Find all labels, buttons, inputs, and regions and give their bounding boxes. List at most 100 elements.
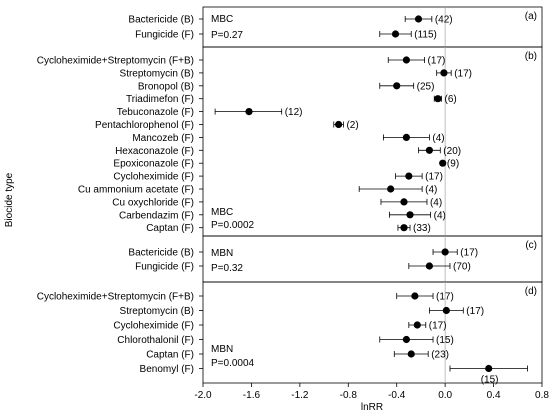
sample-size-label: (17) [460,248,478,259]
data-row: Hexaconazole (F) (20) [115,146,461,157]
panel-tag: (b) [525,51,537,62]
panel-tag: (d) [525,286,537,297]
x-tick-label: 0.0 [438,390,452,401]
y-axis-title: Biocide type [4,172,15,227]
data-row: Mancozeb (F) (4) [132,133,444,144]
mean-point [387,185,395,193]
category-label: Epoxiconazole (F) [113,159,194,170]
panel-b: (b) MBC P=0.0002 Cycloheximide+Streptomycin… [37,46,543,237]
data-row: Tebuconazole (F) (12) [117,107,303,118]
sample-size-label: (17) [436,292,454,303]
sample-size-label: (17) [428,56,446,67]
category-label: Carbendazim (F) [119,210,194,221]
sample-size-label: (4) [425,185,437,196]
category-label: Fungicide (F) [135,262,194,273]
mean-point [441,248,449,256]
panel-a: (a) MBC P=0.27 Bactericide (B) (42) Fungicide… [128,6,543,48]
category-label: Cycloheximide+Streptomycin (F+B) [37,56,194,67]
data-row: Benomyl (F) (15) [140,364,528,386]
category-label: Cycloheximide+Streptomycin (F+B) [37,292,194,303]
mean-point [485,364,493,373]
panels: (a) MBC P=0.27 Bactericide (B) (42) Fungicide… [37,6,543,386]
mean-point [407,350,415,358]
sample-size-label: (42) [435,15,453,26]
sample-size-label: (17) [466,306,484,317]
category-label: Chlorothalonil (F) [117,335,194,346]
category-label: Bactericide (B) [128,248,194,259]
panel-p-value: P=0.0004 [211,358,255,369]
category-label: Triadimefon (F) [126,94,194,105]
sample-size-label: (115) [414,30,437,41]
data-row: Captan (F) (23) [146,350,449,361]
data-row: Pentachlorophenol (F) (2) [95,120,359,131]
panel-metric-label: MBC [211,207,233,218]
panel-frame [202,235,543,283]
x-tick-label: -2.0 [194,390,212,401]
sample-size-label: (17) [425,172,443,183]
mean-point [405,172,413,180]
category-label: Streptomycin (B) [120,68,194,79]
sample-size-label: (4) [434,210,446,221]
x-tick-label: -1.2 [291,390,309,401]
panel-metric-label: MBN [211,248,233,259]
data-row: Streptomycin (B) (17) [120,68,472,79]
sample-size-label: (20) [443,146,461,157]
data-row: Cu ammonium acetate (F) (4) [78,185,438,196]
x-tick-label: -0.4 [388,390,406,401]
mean-point [413,321,421,329]
mean-point [391,30,400,38]
data-row: Cu oxychloride (F) (4) [112,197,442,208]
mean-point [402,335,410,344]
category-label: Captan (F) [146,223,194,234]
category-label: Streptomycin (B) [120,306,194,317]
x-axis: -2.0 -1.6 -1.2 -0.8 -0.4 0.0 0.4 0.8 [194,383,549,401]
x-axis-title: lnRR [361,402,383,413]
category-label: Cu oxychloride (F) [112,197,194,208]
panel-metric-label: MBC [211,14,233,25]
mean-point [402,56,410,64]
mean-point [439,159,447,167]
mean-point [440,69,448,77]
category-label: Fungicide (F) [135,30,194,41]
mean-point [393,82,401,90]
data-row: Triadimefon (F) (6) [126,94,457,105]
sample-size-label: (4) [432,133,444,144]
x-tick-label: 0.8 [535,390,549,401]
x-tick-label: -1.6 [243,390,261,401]
category-label: Cycloheximide (F) [113,172,194,183]
sample-size-label: (9) [447,159,459,170]
x-tick-label: -0.8 [340,390,358,401]
sample-size-label: (17) [454,68,472,79]
mean-point [414,15,423,23]
data-row: Cycloheximide+Streptomycin (F+B) (17) [37,292,454,303]
panel-c: (c) MBN P=0.32 Bactericide (B) (17) Fungicide… [128,235,543,283]
category-label: Mancozeb (F) [132,133,194,144]
sample-size-label: (15) [481,375,499,386]
category-label: Bronopol (B) [138,81,194,92]
category-label: Hexaconazole (F) [115,146,194,157]
sample-size-label: (2) [346,120,358,131]
data-row: Bronopol (B) (25) [138,81,435,92]
panel-d: (d) MBN P=0.0004 Cycloheximide+Streptomycin… [37,281,543,386]
mean-point [245,108,253,116]
panel-frame [202,281,543,384]
mean-point [434,95,442,103]
data-row: Streptomycin (B) (17) [120,306,485,317]
data-row: Chlorothalonil (F) (15) [117,335,454,346]
mean-point [406,211,414,219]
category-label: Tebuconazole (F) [117,107,194,118]
panel-p-value: P=0.32 [211,263,243,274]
panel-frame [202,46,543,237]
data-row: Captan (F) (33) [146,223,431,234]
mean-point [335,120,343,129]
data-row: Bactericide (B) (42) [128,15,452,26]
sample-size-label: (17) [429,321,447,332]
mean-point [402,133,410,141]
panel-p-value: P=0.0002 [211,220,255,231]
x-tick-label: 0.4 [487,390,501,401]
mean-point [411,292,419,300]
panel-tag: (c) [525,240,537,251]
sample-size-label: (4) [430,197,442,208]
data-row: Cycloheximide+Streptomycin (F+B) (17) [37,56,446,67]
